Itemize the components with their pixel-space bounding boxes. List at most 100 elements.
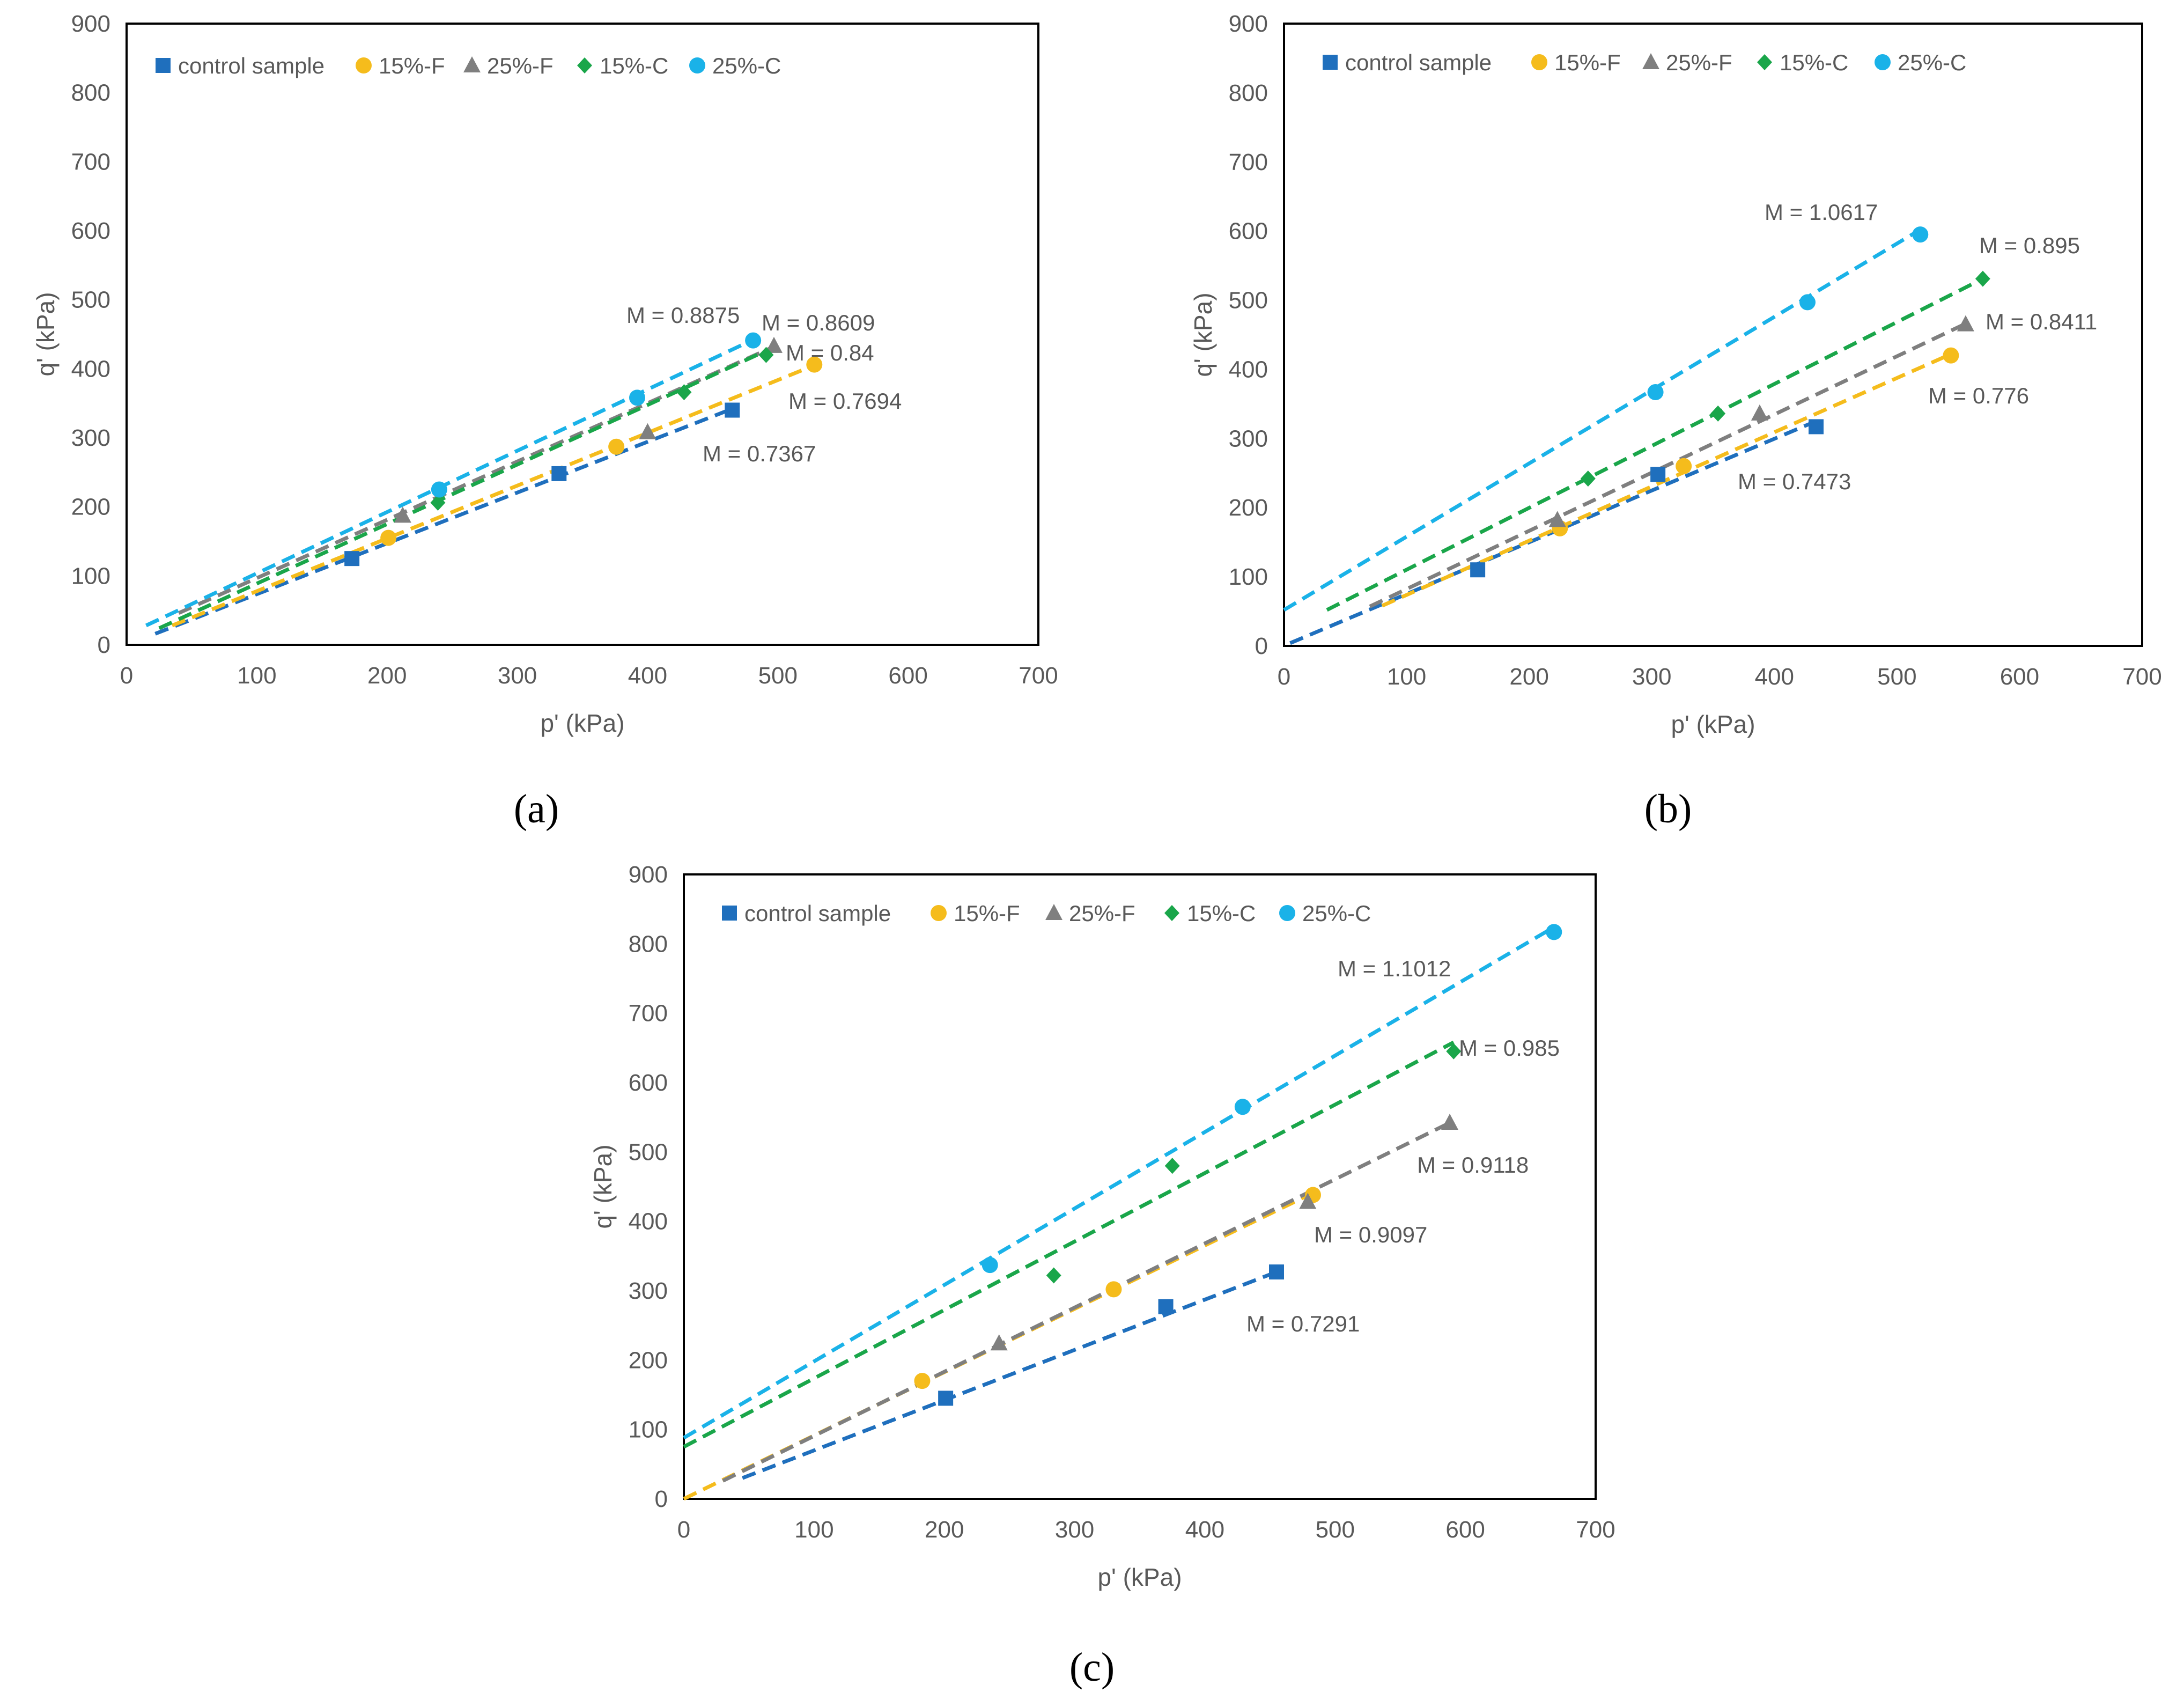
data-point-25pct-f bbox=[1548, 511, 1566, 527]
slope-label-25pct-c: M = 0.8875 bbox=[626, 303, 740, 328]
y-tick-label: 400 bbox=[71, 356, 110, 382]
y-tick-label: 800 bbox=[71, 80, 110, 106]
legend-label-25pct-c: 25%-C bbox=[712, 53, 781, 78]
trendline-25pct-c bbox=[145, 338, 754, 628]
x-tick-label: 200 bbox=[925, 1517, 964, 1543]
data-point-15pct-c bbox=[1446, 1043, 1462, 1059]
data-point-control-sample bbox=[344, 551, 360, 566]
legend-label-25pct-c: 25%-C bbox=[1302, 901, 1371, 926]
data-point-15pct-f bbox=[1943, 347, 1959, 364]
legend-label-25pct-f: 25%-F bbox=[1069, 901, 1135, 926]
slope-label-25pct-f: M = 0.9118 bbox=[1417, 1152, 1529, 1178]
y-tick-label: 700 bbox=[629, 1000, 668, 1027]
y-tick-label: 0 bbox=[1255, 633, 1268, 659]
slope-label-15pct-c: M = 0.985 bbox=[1459, 1035, 1560, 1061]
data-point-control-sample bbox=[938, 1390, 954, 1406]
x-tick-label: 600 bbox=[2000, 664, 2039, 690]
data-point-15pct-c bbox=[676, 384, 692, 401]
trendline-15pct-c bbox=[158, 349, 767, 630]
data-point-25pct-c bbox=[1912, 226, 1929, 243]
trendline-25pct-c bbox=[683, 925, 1555, 1440]
legend-label-15pct-f: 15%-F bbox=[1554, 50, 1621, 75]
trendline-25pct-c bbox=[1283, 228, 1922, 612]
data-point-15pct-c bbox=[1164, 1158, 1180, 1174]
slope-label-25pct-f: M = 0.84 bbox=[786, 340, 874, 365]
y-tick-label: 400 bbox=[1229, 356, 1268, 382]
x-tick-label: 200 bbox=[367, 663, 407, 689]
x-tick-label: 500 bbox=[758, 663, 798, 689]
x-tick-label: 300 bbox=[1632, 664, 1671, 690]
y-tick-label: 500 bbox=[1229, 288, 1268, 314]
slope-label-25pct-f: M = 0.8411 bbox=[1986, 309, 2097, 334]
data-point-25pct-f bbox=[1957, 315, 1974, 332]
chart-panel-b: 0 100 200 300 400 500 600 700 800 900 0 100 200 300 40… bbox=[1189, 11, 2162, 738]
y-tick-label: 300 bbox=[71, 425, 110, 451]
y-tick-label: 600 bbox=[1229, 218, 1268, 245]
slope-label-15pct-c: M = 0.8609 bbox=[762, 310, 875, 335]
caption-c: (c) bbox=[1069, 1645, 1115, 1690]
data-point-25pct-c bbox=[629, 389, 645, 406]
x-tick-label: 500 bbox=[1316, 1517, 1355, 1543]
data-point-25pct-f bbox=[1299, 1193, 1317, 1209]
legend-marker-25pct-c bbox=[1279, 905, 1295, 921]
x-axis-label: p' (kPa) bbox=[540, 709, 624, 737]
data-point-control-sample bbox=[1809, 419, 1824, 435]
data-point-25pct-c bbox=[1647, 384, 1664, 400]
data-point-25pct-c bbox=[1799, 294, 1816, 311]
legend-marker-15pct-c bbox=[577, 57, 592, 73]
x-tick-label: 0 bbox=[1278, 664, 1290, 690]
data-point-15pct-f bbox=[806, 356, 823, 373]
y-axis-label: q' (kPa) bbox=[589, 1144, 617, 1228]
legend-marker-15pct-f bbox=[931, 905, 947, 921]
slope-label-15pct-f: M = 0.7694 bbox=[788, 388, 902, 414]
y-tick-label: 100 bbox=[71, 563, 110, 589]
slope-label-15pct-c: M = 0.895 bbox=[1979, 233, 2080, 258]
legend-marker-25pct-f bbox=[1642, 53, 1659, 69]
y-tick-label: 100 bbox=[1229, 564, 1268, 590]
y-tick-label: 100 bbox=[629, 1417, 668, 1443]
y-tick-label: 500 bbox=[71, 287, 110, 313]
y-tick-label: 200 bbox=[629, 1347, 668, 1373]
x-tick-label: 500 bbox=[1877, 664, 1916, 690]
x-tick-label: 0 bbox=[120, 663, 133, 689]
x-tick-label: 300 bbox=[498, 663, 537, 689]
y-tick-label: 300 bbox=[1229, 425, 1268, 452]
data-point-25pct-c bbox=[1546, 924, 1562, 940]
data-point-15pct-c bbox=[1580, 470, 1596, 487]
slope-label-15pct-f: M = 0.9097 bbox=[1314, 1222, 1427, 1247]
data-point-15pct-c bbox=[1975, 270, 1990, 287]
y-axis-label: q' (kPa) bbox=[1189, 292, 1217, 377]
legend-marker-25pct-c bbox=[689, 57, 705, 73]
chart-panel-c: 0 100 200 300 400 500 600 700 800 900 0 100 200 300 40… bbox=[589, 862, 1615, 1591]
y-tick-label: 500 bbox=[629, 1139, 668, 1165]
x-tick-label: 200 bbox=[1509, 664, 1548, 690]
data-point-15pct-f bbox=[914, 1373, 931, 1389]
y-tick-label: 200 bbox=[71, 494, 110, 520]
trendline-25pct-f bbox=[1369, 322, 1967, 608]
y-tick-label: 400 bbox=[629, 1209, 668, 1235]
data-point-25pct-f bbox=[1751, 404, 1768, 421]
data-point-25pct-c bbox=[982, 1257, 998, 1274]
data-point-control-sample bbox=[1650, 467, 1666, 482]
caption-a: (a) bbox=[513, 786, 559, 832]
data-point-15pct-c bbox=[1046, 1267, 1061, 1284]
x-tick-label: 700 bbox=[1576, 1517, 1615, 1543]
legend-label-control-sample: control sample bbox=[178, 53, 324, 78]
y-tick-label: 600 bbox=[71, 218, 110, 244]
legend-label-25pct-f: 25%-F bbox=[1666, 50, 1732, 75]
x-tick-label: 700 bbox=[2122, 664, 2161, 690]
slope-label-control-sample: M = 0.7473 bbox=[1738, 469, 1851, 494]
data-point-15pct-f bbox=[608, 438, 625, 455]
data-point-25pct-c bbox=[745, 332, 762, 349]
y-tick-label: 600 bbox=[629, 1070, 668, 1096]
x-axis-label: p' (kPa) bbox=[1671, 710, 1755, 738]
trendline-15pct-c bbox=[1326, 277, 1984, 612]
plot-area-frame bbox=[683, 873, 1597, 1500]
data-point-25pct-c bbox=[1234, 1099, 1251, 1115]
x-tick-label: 100 bbox=[237, 663, 276, 689]
data-point-15pct-c bbox=[1710, 405, 1726, 422]
x-tick-label: 400 bbox=[1755, 664, 1794, 690]
legend-label-25pct-f: 25%-F bbox=[487, 53, 554, 78]
y-tick-label: 900 bbox=[629, 862, 668, 888]
y-tick-label: 700 bbox=[71, 149, 110, 175]
